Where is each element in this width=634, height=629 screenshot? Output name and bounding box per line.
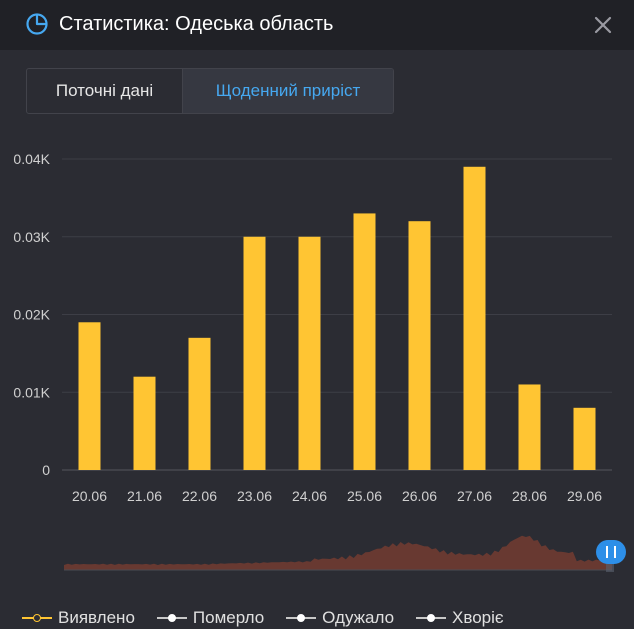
tab-current-data[interactable]: Поточні дані [27,69,183,113]
bar [133,376,156,470]
y-tick-label: 0 [42,462,50,478]
legend-label: Одужало [322,608,395,627]
y-tick-label: 0.01K [13,384,50,400]
bar [573,407,596,470]
y-tick-label: 0.02K [13,307,50,323]
y-tick-label: 0.03K [13,229,50,245]
tab-bar: Поточні дані Щоденний приріст [26,68,394,114]
bar-chart: 0 0.01K 0.02K 0.03K 0.04K 20.06 21.06 22.06 23.0… [13,151,626,572]
close-icon[interactable] [590,12,616,38]
chart-legend: Виявлено Померло Одужало Хворіє [22,607,526,629]
bar [243,236,266,470]
pie-chart-icon [26,13,48,35]
x-tick-label: 22.06 [182,488,217,504]
y-tick-label: 0.04K [13,151,50,167]
bar [463,166,486,470]
legend-item-sick[interactable]: Хворіє [416,608,504,628]
legend-line-marker [286,611,317,625]
bar [408,221,431,470]
legend-item-recovered[interactable]: Одужало [286,608,394,628]
legend-label: Померло [192,608,265,627]
x-tick-label: 20.06 [72,488,107,504]
legend-item-detected[interactable]: Виявлено [22,608,135,628]
x-tick-label: 27.06 [457,488,492,504]
legend-label: Виявлено [58,608,135,627]
legend-item-died[interactable]: Померло [156,608,265,628]
bar [518,384,541,470]
minimap-handle[interactable] [596,540,626,564]
legend-line-marker [156,611,187,625]
legend-line-marker [22,611,52,625]
x-tick-label: 24.06 [292,488,327,504]
x-tick-label: 23.06 [237,488,272,504]
minimap-area [64,535,612,570]
x-tick-label: 26.06 [402,488,437,504]
x-tick-label: 21.06 [127,488,162,504]
x-tick-label: 29.06 [567,488,602,504]
x-tick-label: 25.06 [347,488,382,504]
x-tick-label: 28.06 [512,488,547,504]
panel-header: Статистика: Одеська область [0,0,634,50]
panel-title: Статистика: Одеська область [59,13,334,35]
bar [298,236,321,470]
tab-daily-increase[interactable]: Щоденний приріст [183,69,393,113]
bar [353,213,376,471]
bar [188,337,211,470]
bar [78,322,101,470]
legend-line-marker [416,611,447,625]
legend-label: Хворіє [452,608,504,627]
